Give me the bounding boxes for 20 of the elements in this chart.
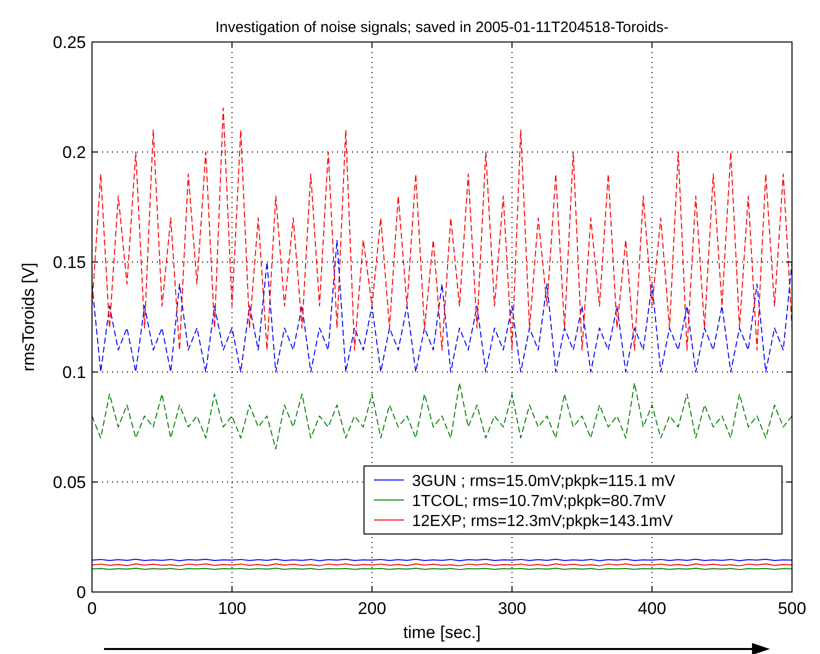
y-tick-label: 0.25 bbox=[52, 33, 86, 52]
chart-title: Investigation of noise signals; saved in 2005-01-11T204518-Toroids- bbox=[215, 19, 669, 36]
y-tick-label: 0.2 bbox=[62, 143, 86, 162]
x-tick-label: 100 bbox=[218, 599, 246, 618]
y-axis-title: rmsToroids [V] bbox=[19, 262, 38, 372]
line-series bbox=[92, 240, 792, 372]
x-tick-label: 500 bbox=[778, 599, 806, 618]
x-tick-label: 400 bbox=[638, 599, 666, 618]
y-tick-label: 0.05 bbox=[52, 473, 86, 492]
x-tick-label: 200 bbox=[358, 599, 386, 618]
legend-label: 1TCOL; rms=10.7mV;pkpk=80.7mV bbox=[412, 493, 666, 510]
x-axis-title: time [sec.] bbox=[403, 623, 481, 642]
line-series bbox=[92, 108, 792, 350]
legend-label: 3GUN ; rms=15.0mV;pkpk=115.1 mV bbox=[412, 473, 676, 490]
y-tick-label: 0.15 bbox=[52, 253, 86, 272]
y-tick-label: 0.1 bbox=[62, 363, 86, 382]
x-tick-label: 300 bbox=[498, 599, 526, 618]
y-tick-label: 0 bbox=[76, 583, 86, 602]
line-series bbox=[92, 382, 792, 450]
legend-label: 12EXP; rms=12.3mV;pkpk=143.1mV bbox=[412, 513, 674, 530]
